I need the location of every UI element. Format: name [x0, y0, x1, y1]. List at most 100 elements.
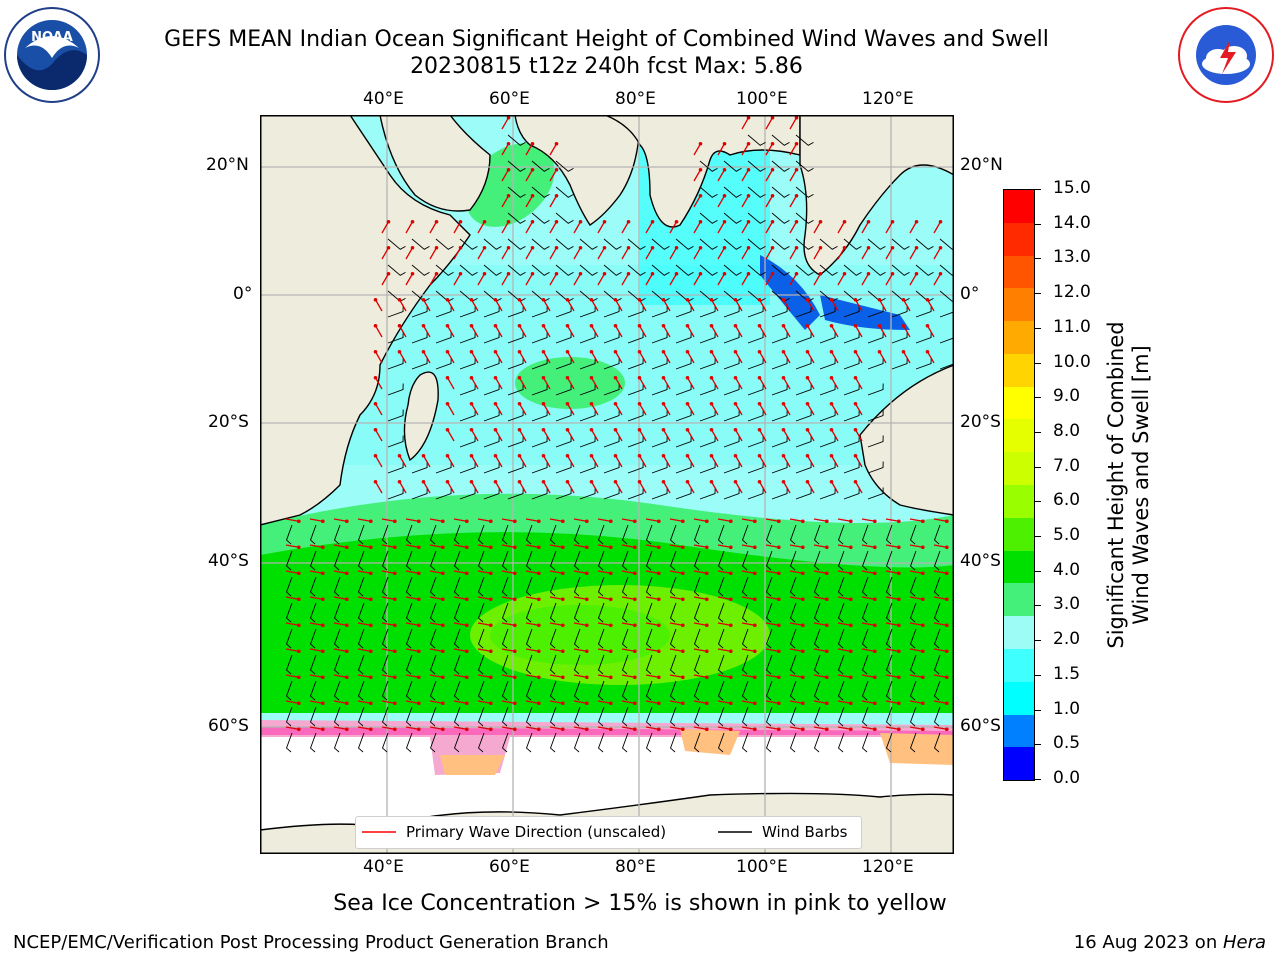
wave-arrow-head [373, 297, 378, 302]
wind-barb [333, 680, 341, 701]
wave-arrow-head [530, 141, 535, 146]
wave-direction-arrow [830, 351, 839, 364]
wave-direction-arrow [357, 518, 371, 522]
wave-direction-arrow [621, 273, 630, 286]
chart-subtitle-run: 20230815 t12z 240h fcst Max: 5.86 [410, 54, 803, 79]
wave-direction-arrow [765, 700, 779, 704]
wind-barb [603, 435, 620, 448]
lon-label-top: 80°E [615, 89, 656, 109]
wave-direction-arrow [854, 481, 863, 494]
colorbar-segment [1004, 255, 1034, 289]
wave-direction-arrow [374, 403, 383, 416]
wave-arrow-head [345, 571, 349, 576]
wave-arrow-head [945, 571, 949, 576]
wave-arrow-head [805, 479, 810, 484]
wind-barb [387, 264, 406, 276]
wave-arrow-head [589, 401, 594, 406]
wind-barb [747, 186, 766, 198]
wind-barb [621, 628, 629, 649]
wave-direction-arrow [518, 481, 527, 494]
wind-barb [909, 654, 917, 675]
wind-barb [771, 160, 790, 172]
wave-direction-arrow [597, 247, 606, 260]
wind-barb [549, 524, 557, 545]
wave-arrow-head [321, 727, 325, 732]
wind-barb [483, 357, 500, 370]
wave-direction-arrow [549, 544, 563, 548]
wave-direction-arrow [357, 570, 371, 574]
wind-barb [669, 732, 677, 753]
wind-barb [411, 331, 428, 344]
wave-arrow-head [777, 545, 781, 550]
wave-direction-arrow [453, 570, 467, 574]
wave-direction-arrow [446, 455, 455, 468]
wave-arrow-head [609, 623, 613, 628]
wave-arrow-head [709, 297, 714, 302]
wind-barb [531, 264, 550, 276]
wave-direction-arrow [405, 247, 414, 260]
wind-barb [933, 680, 941, 701]
wave-arrow-head [825, 701, 829, 706]
wave-direction-arrow [861, 648, 875, 652]
wave-direction-arrow [734, 455, 743, 468]
wave-direction-arrow [662, 403, 671, 416]
wind-barb [405, 602, 413, 623]
wave-direction-arrow [333, 648, 347, 652]
wave-arrow-head [829, 349, 834, 354]
wind-barb [381, 680, 389, 701]
wave-arrow-head [729, 545, 733, 550]
wind-barb [723, 383, 740, 396]
footer-host: Hera [1222, 932, 1266, 953]
wave-arrow-head [873, 623, 877, 628]
wind-barb [435, 357, 452, 370]
wave-arrow-head [297, 675, 301, 680]
wind-barb [885, 628, 893, 649]
colorbar-segment [1004, 353, 1034, 387]
wind-barb [309, 732, 317, 753]
wave-arrow-head [637, 453, 642, 458]
wind-barb [741, 524, 749, 545]
wind-barb [813, 524, 821, 545]
wave-direction-arrow [710, 481, 719, 494]
wind-barb [933, 550, 941, 571]
wind-barb [747, 461, 764, 474]
wave-direction-arrow [590, 325, 599, 338]
wind-barb [411, 357, 428, 370]
wind-barb [357, 680, 365, 701]
lon-label-bottom: 80°E [615, 857, 656, 877]
wave-direction-arrow [446, 481, 455, 494]
wave-arrow-head [825, 649, 829, 654]
wave-direction-arrow [566, 403, 575, 416]
wind-barb [789, 732, 797, 753]
wave-arrow-head [585, 649, 589, 654]
wave-direction-arrow [477, 247, 486, 260]
wave-arrow-head [554, 167, 559, 172]
wind-barb [573, 706, 581, 727]
wave-direction-arrow [830, 481, 839, 494]
wave-arrow-head [633, 519, 637, 524]
wave-direction-arrow [573, 622, 587, 626]
wave-arrow-head [794, 193, 799, 198]
wave-direction-arrow [614, 481, 623, 494]
wave-direction-arrow [902, 325, 911, 338]
wave-arrow-head [541, 375, 546, 380]
wave-arrow-head [493, 349, 498, 354]
wave-arrow-head [801, 545, 805, 550]
wave-arrow-head [842, 245, 847, 250]
wind-barb [765, 576, 773, 597]
wave-direction-arrow [765, 143, 774, 156]
wave-arrow-head [441, 571, 445, 576]
wave-direction-arrow [309, 648, 323, 652]
wave-direction-arrow [309, 622, 323, 626]
wave-arrow-head [321, 519, 325, 524]
wave-arrow-head [517, 427, 522, 432]
wave-arrow-head [421, 323, 426, 328]
wave-direction-arrow [621, 596, 635, 600]
wave-arrow-head [781, 349, 786, 354]
wave-arrow-head [801, 701, 805, 706]
wind-barb [885, 680, 893, 701]
wave-arrow-head [373, 427, 378, 432]
wave-arrow-head [589, 297, 594, 302]
wave-arrow-head [458, 245, 463, 250]
wave-direction-arrow [357, 622, 371, 626]
